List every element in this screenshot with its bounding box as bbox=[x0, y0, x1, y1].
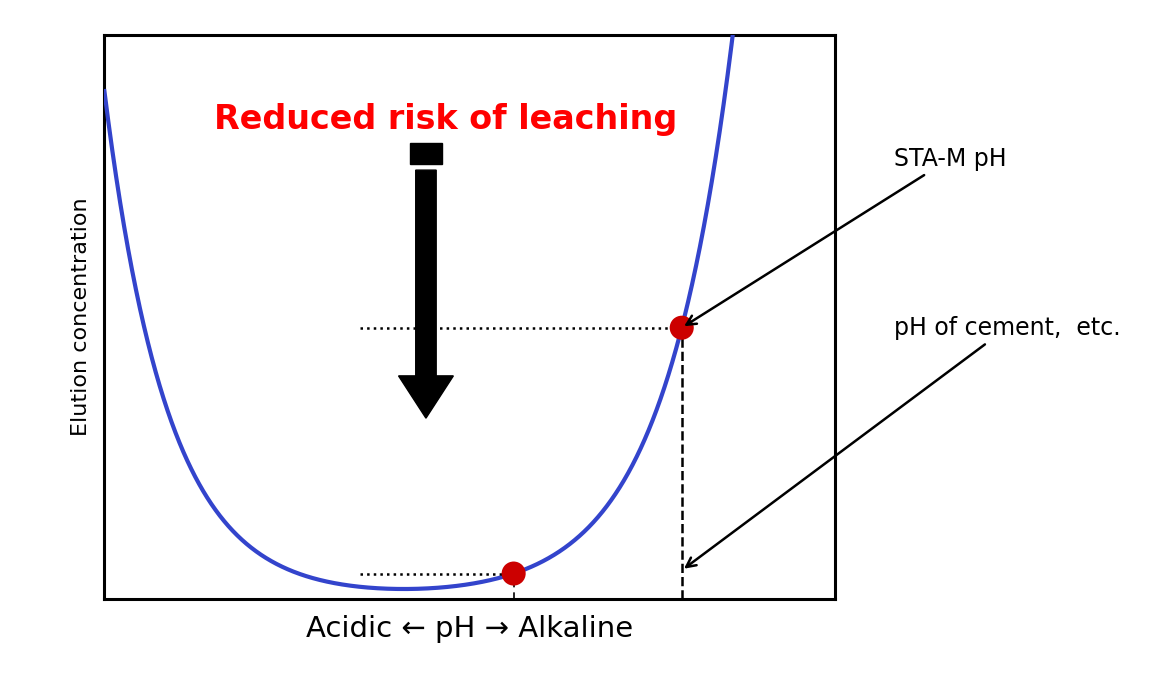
Point bbox=[505, 568, 523, 579]
Text: pH of cement,  etc.: pH of cement, etc. bbox=[687, 316, 1121, 567]
Bar bbox=[409, 143, 442, 164]
Y-axis label: Elution concentration: Elution concentration bbox=[71, 198, 90, 436]
Point bbox=[673, 322, 691, 333]
Text: Reduced risk of leaching: Reduced risk of leaching bbox=[213, 103, 677, 136]
Text: STA-M pH: STA-M pH bbox=[687, 147, 1006, 325]
FancyArrow shape bbox=[399, 170, 454, 418]
X-axis label: Acidic ← pH → Alkaline: Acidic ← pH → Alkaline bbox=[306, 615, 633, 643]
